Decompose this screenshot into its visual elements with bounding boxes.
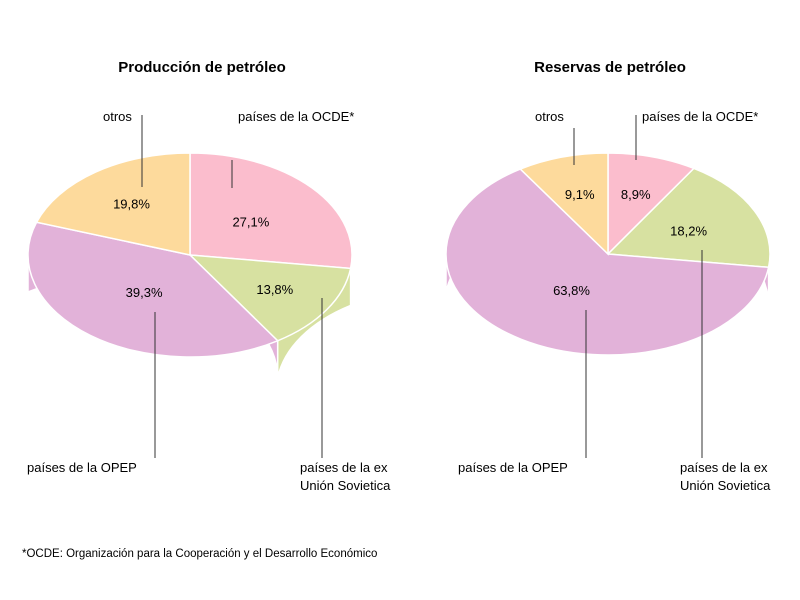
pie-slice-otros [35, 152, 191, 256]
footnote: *OCDE: Organización para la Cooperación … [22, 548, 377, 560]
pie-top-slices [27, 152, 353, 358]
pie-slice-opep [445, 168, 770, 356]
pie-slice-ex-urss [606, 167, 771, 269]
slice-label-otros: otros [103, 109, 132, 124]
leader-lines [573, 115, 703, 458]
chart-title: Reservas de petróleo [534, 59, 686, 76]
value-label-ex-urss: 18,2% [670, 223, 707, 238]
slice-label-ocde: países de la OCDE* [238, 109, 354, 124]
slice-label-opep: países de la OPEP [27, 460, 137, 475]
value-label-ocde: 8,9% [621, 187, 651, 202]
leader-lines [141, 115, 323, 458]
pie-slice-otros [518, 152, 609, 256]
chart-reserves: Reservas de petróleo 8,9% 18,2% 63,8% 9,… [445, 59, 771, 493]
chart-production: Producción de petróleo 27,1% 13,8% 39,3%… [27, 59, 391, 493]
pie-slice-ex-urss [187, 254, 352, 342]
slice-label-ocde: países de la OCDE* [642, 109, 758, 124]
slice-label-otros: otros [535, 109, 564, 124]
pie-slice-opep [27, 221, 280, 358]
pie-top-slices [445, 152, 771, 356]
slice-label-ex-urss: países de la ex Unión Sovietica [680, 460, 771, 493]
chart-title: Producción de petróleo [118, 59, 286, 76]
pie-slice-ocde [607, 152, 696, 256]
value-label-ocde: 27,1% [232, 214, 269, 229]
value-label-otros: 9,1% [565, 187, 595, 202]
slice-label-ex-urss: países de la ex Unión Sovietica [300, 460, 391, 493]
pie-slice-ocde [189, 152, 353, 270]
value-label-otros: 19,8% [113, 197, 150, 212]
slice-label-opep: países de la OPEP [458, 460, 568, 475]
value-label-ex-urss: 13,8% [256, 282, 293, 297]
value-label-opep: 39,3% [126, 285, 163, 300]
value-label-opep: 63,8% [553, 283, 590, 298]
